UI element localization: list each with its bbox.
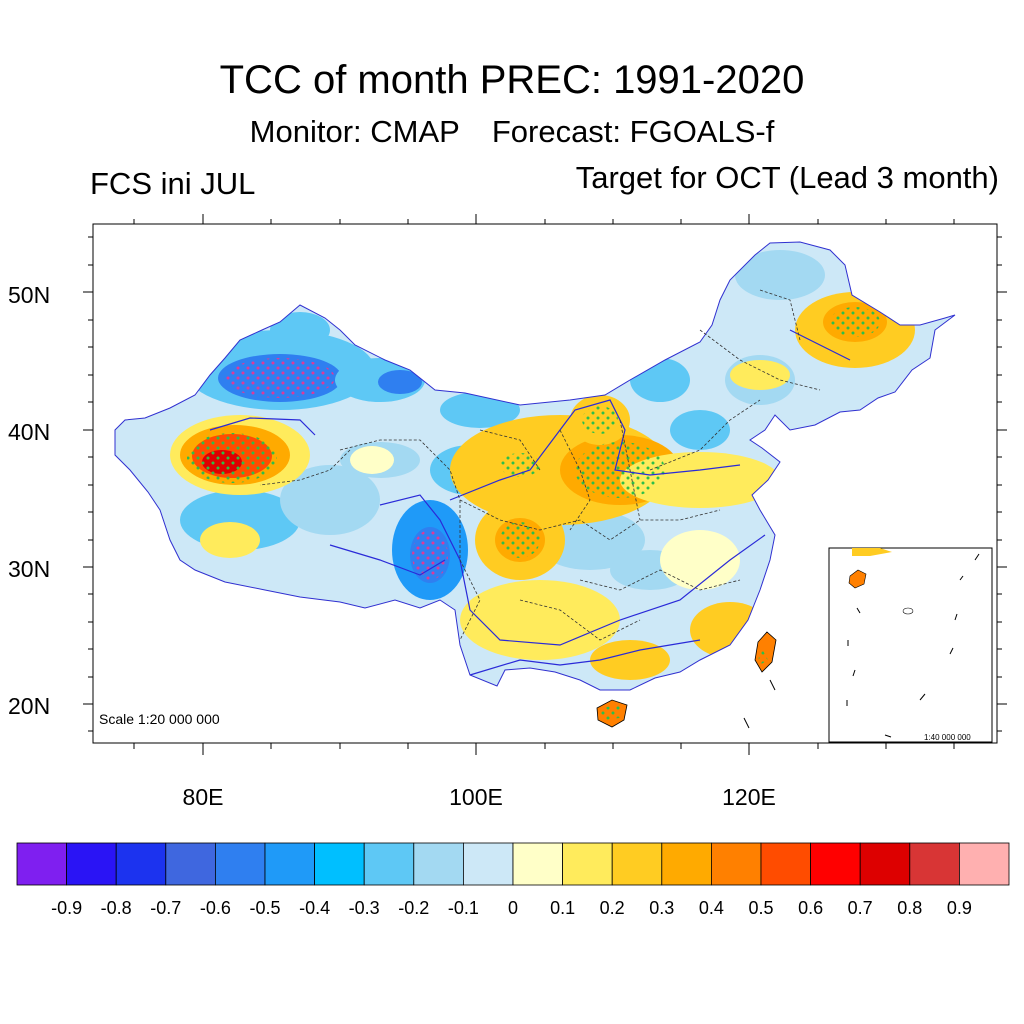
colorbar-swatch [314, 842, 365, 886]
colorbar-tick-label: -0.4 [299, 898, 331, 918]
colorbar-swatch [859, 842, 911, 886]
colorbar-tick-label: 0.7 [847, 898, 873, 918]
lat-label-30n: 30N [8, 556, 51, 582]
target-label: Target for OCT (Lead 3 month) [575, 160, 999, 195]
colorbar-swatch [760, 842, 811, 886]
colorbar-tick-label: 0.8 [897, 898, 923, 918]
colorbar-tick-label: 0.2 [599, 898, 625, 918]
axis-ticks [83, 214, 1007, 755]
colorbar-tick-label: -0.3 [348, 898, 380, 918]
colorbar-tick-label: -0.2 [398, 898, 430, 918]
province-borders [259, 289, 821, 641]
colorbar-tick-label: 0.1 [550, 898, 576, 918]
colorbar-tick-label: 0.5 [748, 898, 774, 918]
colorbar-swatch [562, 842, 613, 886]
colorbar-swatch [363, 842, 415, 886]
lat-label-40n: 40N [8, 419, 51, 445]
lat-label-50n: 50N [8, 282, 51, 308]
inset-scale: 1:40 000 000 [924, 733, 971, 742]
colorbar-tick-label: -0.8 [100, 898, 132, 918]
map-subtitle: Monitor: CMAP Forecast: FGOALS-f [0, 114, 1024, 150]
colorbar-swatch [16, 842, 67, 886]
colorbar-tick-label: 0.6 [798, 898, 824, 918]
south-china-sea-inset [828, 547, 993, 743]
colorbar [16, 842, 1010, 886]
colorbar-tick-label: -0.7 [150, 898, 182, 918]
colorbar-swatch [959, 842, 1010, 886]
colorbar-swatch [462, 842, 514, 886]
colorbar-tick-label: -0.6 [199, 898, 231, 918]
colorbar-tick-label: 0.4 [698, 898, 724, 918]
colorbar-tick-label: -0.9 [51, 898, 83, 918]
colorbar-tick-label: 0.9 [946, 898, 972, 918]
colorbar-tick-label: 0 [507, 898, 518, 918]
colorbar-tick-label: -0.5 [249, 898, 281, 918]
colorbar-swatch [661, 842, 712, 886]
lon-label-120e: 120E [722, 784, 776, 810]
colorbar-swatch [810, 842, 861, 886]
colorbar-swatch [711, 842, 762, 886]
lon-label-80e: 80E [182, 784, 224, 810]
lon-label-100e: 100E [449, 784, 503, 810]
init-label: FCS ini JUL [90, 166, 256, 201]
colorbar-swatch [909, 842, 960, 886]
colorbar-swatch [512, 842, 563, 886]
colorbar-swatch [165, 842, 216, 886]
forecast-label: Forecast: FGOALS-f [491, 114, 775, 149]
colorbar-swatch [115, 842, 167, 886]
china-outline [114, 241, 956, 691]
colorbar-tick-label: 0.3 [649, 898, 675, 918]
colorbar-swatch [264, 842, 315, 886]
nine-dash-line [743, 679, 776, 729]
colorbar-swatch [214, 842, 266, 886]
colorbar-swatch [413, 842, 464, 886]
colorbar-swatch [66, 842, 117, 886]
lat-label-20n: 20N [8, 693, 51, 719]
map-title: TCC of month PREC: 1991-2020 [219, 58, 805, 102]
rivers [209, 329, 851, 676]
colorbar-tick-label: -0.1 [447, 898, 479, 918]
map-scale: Scale 1:20 000 000 [99, 711, 220, 727]
colorbar-swatch [611, 842, 663, 886]
monitor-label: Monitor: CMAP [249, 114, 460, 149]
